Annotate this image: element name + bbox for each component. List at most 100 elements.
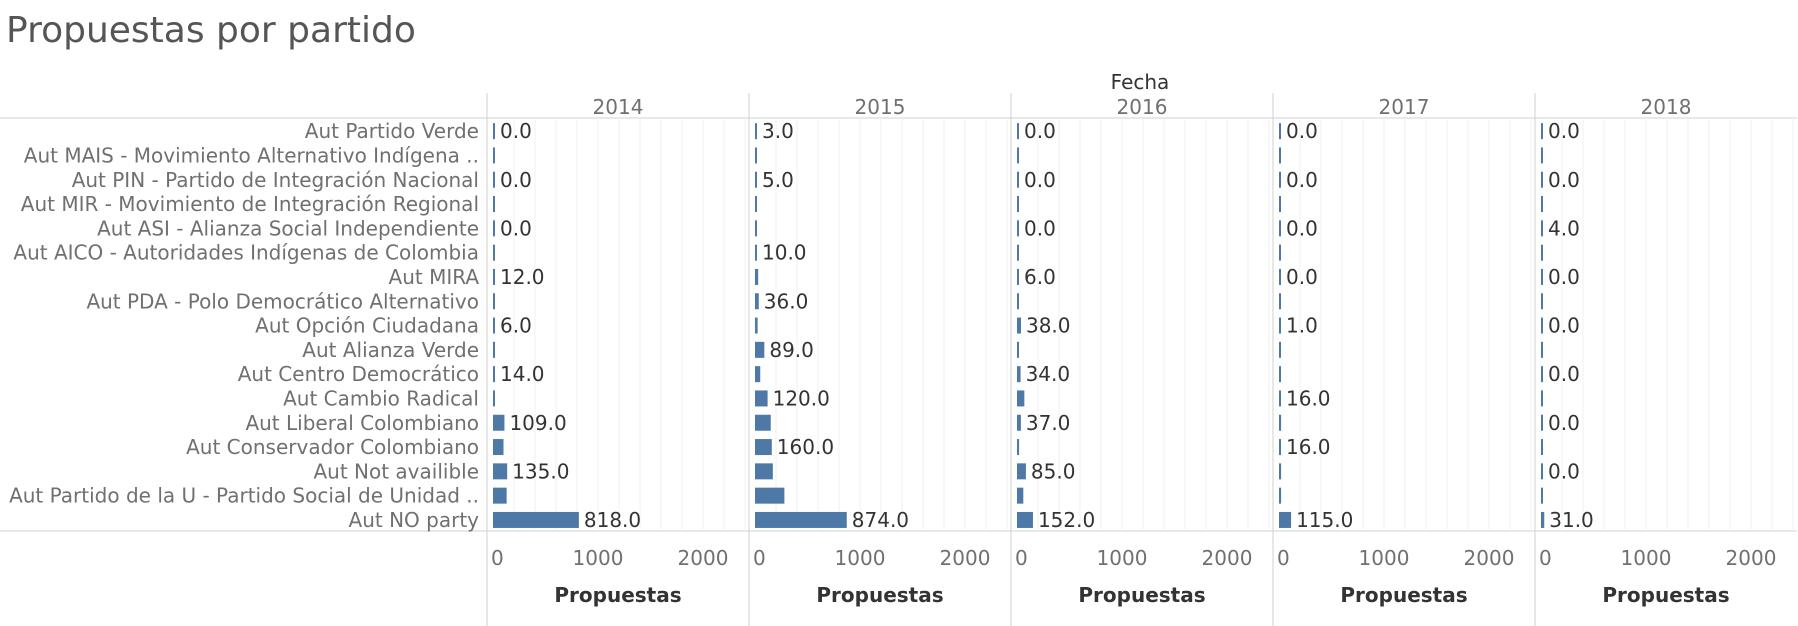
year-header-2016: 2016 (1117, 95, 1168, 119)
bar (755, 390, 768, 407)
bar (493, 487, 507, 504)
bar (493, 244, 495, 261)
data-label: 4.0 (1548, 216, 1580, 240)
bar (1541, 463, 1543, 480)
data-label: 0.0 (1548, 411, 1580, 435)
bar (1017, 511, 1033, 528)
bar (755, 341, 765, 358)
bar (1017, 220, 1019, 237)
bar (755, 463, 773, 480)
bar (1279, 268, 1281, 285)
bar (1017, 390, 1025, 407)
bar (493, 123, 495, 140)
data-label: 16.0 (1286, 386, 1331, 410)
bar (493, 293, 495, 310)
category-label: Aut Liberal Colombiano (245, 411, 479, 435)
category-label: Aut NO party (349, 508, 480, 532)
bar (493, 268, 495, 285)
data-label: 135.0 (512, 459, 569, 483)
year-header-2017: 2017 (1379, 95, 1430, 119)
tick-label: 0 (753, 546, 766, 570)
data-label: 0.0 (1548, 265, 1580, 289)
bar (1017, 268, 1019, 285)
bar (1541, 511, 1545, 528)
bar (493, 463, 508, 480)
bar (493, 414, 505, 431)
bar (493, 390, 495, 407)
data-label: 0.0 (1548, 362, 1580, 386)
data-label: 0.0 (500, 168, 532, 192)
bar (1017, 171, 1019, 188)
data-label: 160.0 (777, 435, 834, 459)
bar (1279, 390, 1281, 407)
tick-label: 2000 (1202, 546, 1253, 570)
bar (755, 414, 771, 431)
data-label: 0.0 (1548, 119, 1580, 143)
category-label: Aut Not availible (313, 459, 479, 483)
tick-label: 1000 (573, 546, 624, 570)
data-label: 818.0 (584, 508, 641, 532)
bar (1279, 123, 1281, 140)
data-label: 6.0 (1024, 265, 1056, 289)
bar (1279, 463, 1282, 480)
bar (1279, 220, 1281, 237)
data-label: 0.0 (1286, 168, 1318, 192)
data-label: 0.0 (1548, 168, 1580, 192)
data-label: 0.0 (500, 119, 532, 143)
data-label: 109.0 (509, 411, 566, 435)
data-label: 1.0 (1286, 314, 1318, 338)
bar (1279, 317, 1281, 334)
bar (1017, 487, 1024, 504)
tick-label: 2000 (940, 546, 991, 570)
bar (1541, 390, 1543, 407)
data-label: 0.0 (1548, 314, 1580, 338)
data-label: 14.0 (500, 362, 545, 386)
tick-label: 2000 (1726, 546, 1777, 570)
tick-label: 1000 (835, 546, 886, 570)
bar (1541, 268, 1543, 285)
bar (1541, 366, 1543, 383)
data-label: 12.0 (500, 265, 545, 289)
tick-label: 0 (491, 546, 504, 570)
data-label: 0.0 (1024, 216, 1056, 240)
bar (755, 439, 772, 456)
bar (1541, 439, 1543, 456)
data-label: 16.0 (1286, 435, 1331, 459)
category-label: Aut Conservador Colombiano (186, 435, 479, 459)
bar (755, 293, 759, 310)
chart-title: Propuestas por partido (6, 10, 416, 51)
bar (755, 244, 757, 261)
bar (493, 366, 495, 383)
bar (755, 268, 759, 285)
tick-label: 0 (1277, 546, 1290, 570)
tick-label: 2000 (678, 546, 729, 570)
category-label: Aut Cambio Radical (283, 386, 479, 410)
bar (1279, 341, 1281, 358)
bar (1017, 439, 1020, 456)
bar (1541, 341, 1543, 358)
category-label: Aut Alianza Verde (302, 338, 479, 362)
bar (1017, 293, 1019, 310)
category-label: Aut Centro Democrático (238, 362, 479, 386)
data-label: 0.0 (1286, 119, 1318, 143)
bar (1017, 414, 1021, 431)
year-header-2014: 2014 (593, 95, 644, 119)
bar (755, 487, 785, 504)
bar (493, 196, 495, 213)
bar (1279, 171, 1281, 188)
bar (493, 147, 495, 164)
data-label: 89.0 (769, 338, 814, 362)
x-axis-title: Propuestas (1602, 583, 1729, 607)
bar (1017, 196, 1019, 213)
category-label: Aut MIR - Movimiento de Integración Regi… (21, 192, 479, 216)
data-label: 0.0 (500, 216, 532, 240)
bar (755, 123, 757, 140)
tick-label: 1000 (1359, 546, 1410, 570)
bar (1017, 463, 1026, 480)
tick-label: 1000 (1097, 546, 1148, 570)
bar (755, 171, 757, 188)
bar (1279, 293, 1281, 310)
bar (1279, 414, 1282, 431)
bar (1017, 317, 1021, 334)
tick-label: 2000 (1464, 546, 1515, 570)
